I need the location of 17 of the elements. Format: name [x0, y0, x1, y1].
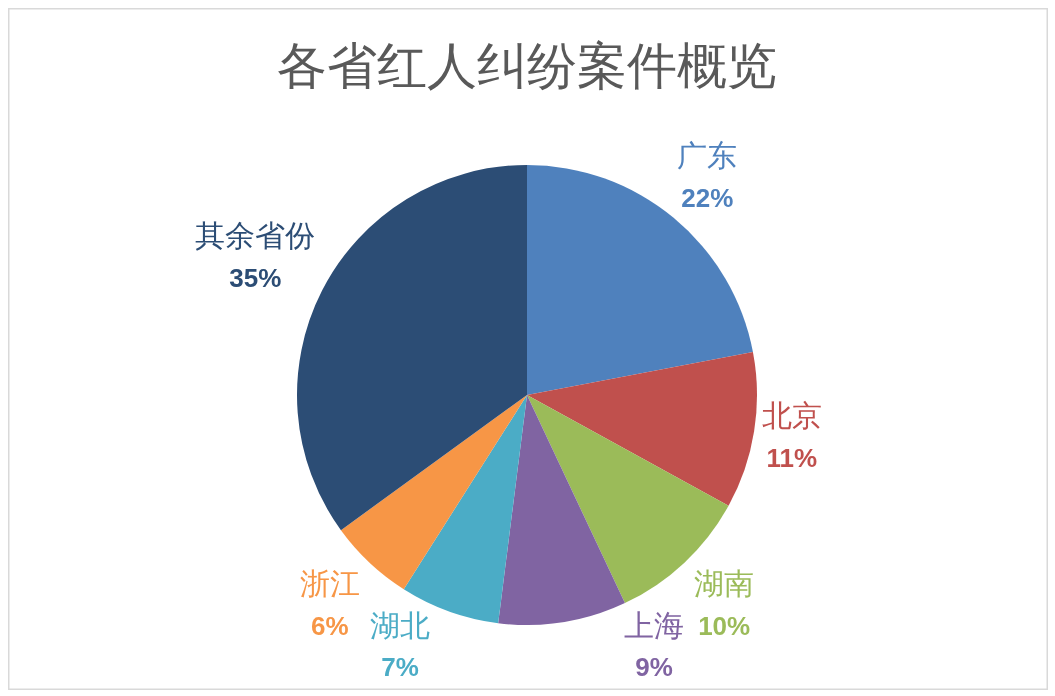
pie-slice	[527, 351, 757, 506]
slice-label: 湖南	[694, 566, 755, 602]
slice-label: 广东	[677, 138, 738, 174]
data-label: 22%	[681, 182, 734, 213]
data-label: 9%	[635, 652, 673, 682]
slice-label: 北京	[761, 398, 822, 434]
data-label: 35%	[229, 262, 282, 293]
data-label: 10%	[698, 610, 751, 641]
slice-label: 湖北	[370, 607, 430, 643]
slice-label: 其余省份	[195, 218, 316, 254]
pie-slice	[498, 395, 625, 625]
slice-label: 浙江	[299, 566, 360, 602]
slice-label: 上海	[624, 607, 684, 643]
data-label: 6%	[311, 610, 349, 641]
data-label: 11%	[766, 442, 818, 473]
chart-title: 各省红人纠纷案件概览	[277, 37, 777, 95]
data-label: 7%	[381, 652, 419, 682]
